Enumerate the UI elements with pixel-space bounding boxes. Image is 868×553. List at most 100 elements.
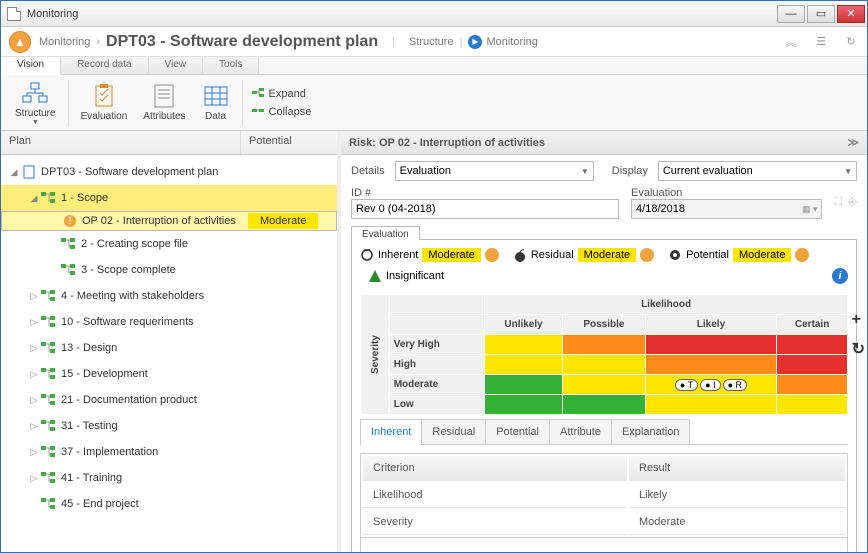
tree-item-label: 31 - Testing xyxy=(61,420,118,432)
id-input[interactable]: Rev 0 (04-2018) xyxy=(351,199,619,219)
minimize-button[interactable]: — xyxy=(777,5,805,23)
display-select[interactable]: Current evaluation▼ xyxy=(658,161,857,181)
document-icon xyxy=(21,164,37,180)
collapse-panel-icon[interactable]: ≫ xyxy=(847,136,859,149)
twisty-icon[interactable]: ▷ xyxy=(29,447,39,458)
tree-row[interactable]: ◢ DPT03 - Software development plan xyxy=(1,159,337,185)
tree-item-label: 45 - End project xyxy=(61,498,139,510)
details-select[interactable]: Evaluation▼ xyxy=(395,161,594,181)
twisty-icon[interactable]: ▷ xyxy=(29,421,39,432)
right-panel: Risk: OP 02 - Interruption of activities… xyxy=(341,131,867,552)
matrix-cell xyxy=(485,355,563,375)
breadcrumb-root[interactable]: Monitoring xyxy=(39,36,90,48)
node-icon xyxy=(61,262,77,278)
ribbon: Structure ▼ Evaluation Attributes Data E… xyxy=(1,75,867,131)
add-button[interactable]: + xyxy=(852,311,865,329)
breadcrumb-link-monitoring[interactable]: Monitoring xyxy=(486,36,537,48)
tree-row[interactable]: ▷41 - Training xyxy=(1,465,337,491)
ribbon-tab-vision[interactable]: Vision xyxy=(1,57,61,75)
details-label: Details xyxy=(351,165,385,177)
twisty-icon[interactable]: ▷ xyxy=(29,317,39,328)
tree-row[interactable]: ▷ 15 - Development xyxy=(1,361,337,387)
structure-button[interactable]: Structure ▼ xyxy=(7,77,64,129)
matrix-cell xyxy=(645,335,776,355)
refresh-button[interactable]: ↻ xyxy=(852,339,865,359)
twisty-icon[interactable]: ▷ xyxy=(29,395,39,406)
matrix-marker[interactable]: ● T xyxy=(675,379,698,391)
node-icon xyxy=(41,470,57,486)
list-icon[interactable]: ☰ xyxy=(813,34,829,50)
dropdown-caret-icon: ▼ xyxy=(32,119,39,126)
twisty-icon[interactable]: ▷ xyxy=(29,343,39,354)
tree-item-label: 2 - Creating scope file xyxy=(81,238,188,250)
expand-button[interactable]: Expand xyxy=(247,86,316,102)
collapse-button[interactable]: Collapse xyxy=(247,104,316,120)
tree-row[interactable]: ▷ 31 - Testing xyxy=(1,413,337,439)
twisty-icon[interactable]: ▷ xyxy=(29,369,39,380)
evaluation-button[interactable]: Evaluation xyxy=(73,77,136,129)
collapse-icon xyxy=(251,105,265,119)
subtab-inherent[interactable]: Inherent xyxy=(360,419,422,444)
tree-row[interactable]: ◢1 - Scope xyxy=(1,185,337,211)
left-panel: Plan Potential ◢ DPT03 - Software develop… xyxy=(1,131,341,552)
evaluation-date-label: Evaluation xyxy=(631,187,818,199)
grid-icon xyxy=(203,83,229,109)
tree-item-label: 21 - Documentation product xyxy=(61,394,197,406)
twisty-icon[interactable]: ▷ xyxy=(29,473,39,484)
criteria-subtabs: InherentResidualPotentialAttributeExplan… xyxy=(360,419,848,445)
chevron-up-icon[interactable]: ︽ xyxy=(783,34,799,50)
tree-row[interactable]: ▷4 - Meeting with stakeholders xyxy=(1,283,337,309)
subtab-attribute[interactable]: Attribute xyxy=(549,419,612,444)
breadcrumb: ▲ Monitoring › DPT03 - Software developm… xyxy=(1,27,867,57)
ribbon-tab-record-data[interactable]: Record data xyxy=(61,57,148,74)
subtab-explanation[interactable]: Explanation xyxy=(611,419,691,444)
tree-row[interactable]: !OP 02 - Interruption of activitiesModer… xyxy=(1,211,337,231)
twisty-icon[interactable]: ◢ xyxy=(9,167,19,178)
attributes-button[interactable]: Attributes xyxy=(135,77,193,129)
link-icon[interactable]: ⎆ xyxy=(848,196,857,209)
tree-row[interactable]: ▷37 - Implementation xyxy=(1,439,337,465)
subtab-potential[interactable]: Potential xyxy=(485,419,550,444)
table-row[interactable]: SeverityModerate xyxy=(363,510,845,535)
data-button[interactable]: Data xyxy=(194,77,238,129)
tree-row[interactable]: 3 - Scope complete xyxy=(1,257,337,283)
tree-row[interactable]: 2 - Creating scope file xyxy=(1,231,337,257)
inherent-value: Moderate xyxy=(422,248,480,262)
twisty-icon[interactable]: ◢ xyxy=(29,193,39,204)
tree-item-label: 15 - Development xyxy=(61,368,148,380)
result-header[interactable]: Result xyxy=(629,456,845,481)
subtab-residual[interactable]: Residual xyxy=(421,419,486,444)
matrix-cell xyxy=(562,335,645,355)
node-icon xyxy=(41,340,57,356)
tree-row[interactable]: ▷10 - Software requeriments xyxy=(1,309,337,335)
matrix-cell xyxy=(777,375,848,395)
close-button[interactable]: ✕ xyxy=(837,5,865,23)
refresh-icon[interactable]: ↻ xyxy=(843,34,859,50)
table-row[interactable]: LikelihoodLikely xyxy=(363,483,845,508)
tree-row[interactable]: ▷ 21 - Documentation product xyxy=(1,387,337,413)
evaluation-tab[interactable]: Evaluation xyxy=(351,226,420,240)
matrix-marker[interactable]: ● R xyxy=(723,379,747,391)
potential-label: Potential xyxy=(686,249,729,261)
tree-item-label: OP 02 - Interruption of activities xyxy=(82,215,236,227)
breadcrumb-link-structure[interactable]: Structure xyxy=(409,36,454,48)
ribbon-tab-tools[interactable]: Tools xyxy=(203,57,259,74)
node-icon xyxy=(41,418,57,434)
info-icon[interactable]: i xyxy=(832,268,848,284)
tree-row[interactable]: ▷13 - Design xyxy=(1,335,337,361)
criterion-header[interactable]: Criterion xyxy=(363,456,627,481)
column-header-plan[interactable]: Plan xyxy=(1,131,241,154)
fullscreen-icon[interactable]: ⛶ xyxy=(834,196,842,209)
matrix-marker[interactable]: ● I xyxy=(700,379,720,391)
ribbon-tab-view[interactable]: View xyxy=(149,57,204,74)
attributes-icon xyxy=(151,83,177,109)
column-header-potential[interactable]: Potential xyxy=(241,131,300,154)
twisty-icon[interactable]: ▷ xyxy=(29,291,39,302)
tree-row[interactable]: 45 - End project xyxy=(1,491,337,517)
maximize-button[interactable]: ▭ xyxy=(807,5,835,23)
plan-tree[interactable]: ◢ DPT03 - Software development plan ◢1 - S… xyxy=(1,155,337,552)
evaluation-date-input[interactable]: 4/18/2018 ▦ ▾ xyxy=(631,199,822,219)
window-title: Monitoring xyxy=(27,8,775,20)
face-icon xyxy=(640,248,654,262)
tree-item-label: DPT03 - Software development plan xyxy=(41,166,218,178)
